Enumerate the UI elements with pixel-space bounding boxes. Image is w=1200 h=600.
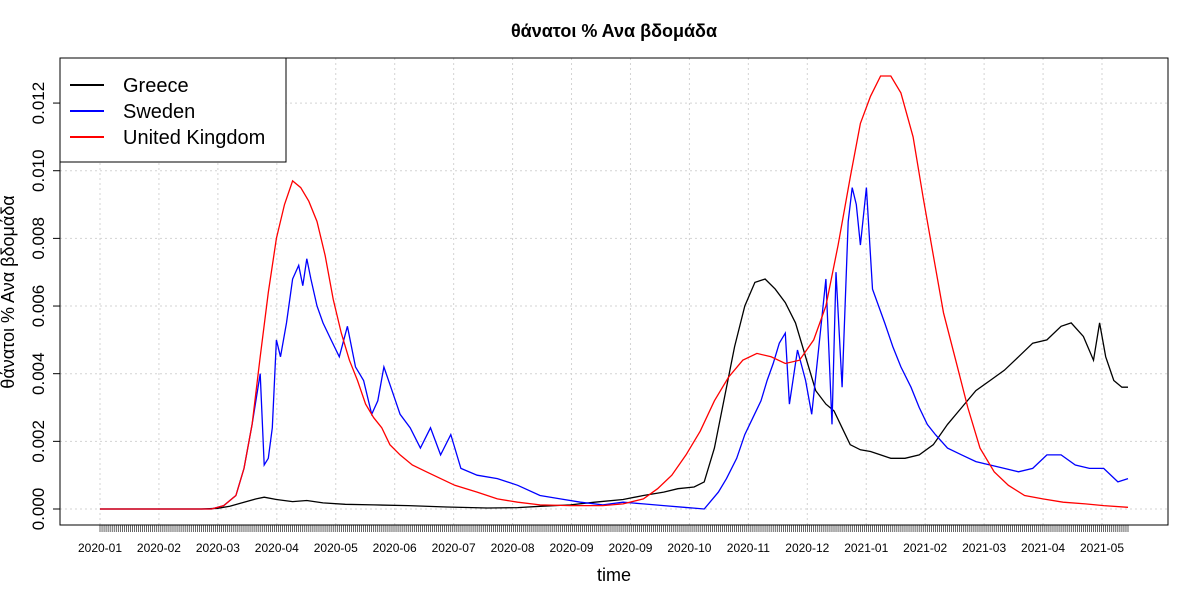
series-line-greece (100, 278, 1128, 510)
x-tick-label: 2020-01 (78, 541, 122, 555)
y-axis: 0.000 0.002 0.004 0.006 0.008 0.010 0.012 (29, 82, 60, 530)
y-tick-label: 0.000 (29, 488, 48, 531)
legend: Greece Sweden United Kingdom (59, 57, 287, 163)
legend-label: Greece (123, 75, 189, 97)
y-tick-label: 0.006 (29, 285, 48, 328)
chart-title: θάνατοι % Ανα βδομάδα (511, 21, 717, 41)
x-axis-title: time (597, 565, 631, 585)
legend-label: United Kingdom (123, 127, 265, 149)
y-tick-label: 0.004 (29, 352, 48, 395)
y-tick-label: 0.010 (29, 149, 48, 192)
x-tick-label: 2020-11 (727, 541, 770, 555)
legend-label: Sweden (123, 101, 195, 123)
x-axis: 2020-01 2020-02 2020-03 2020-04 2020-05 2020-… (78, 524, 1129, 555)
x-tick-label: 2020-05 (314, 541, 358, 555)
series-line-sweden (100, 187, 1129, 510)
x-tick-label: 2020-09 (550, 541, 594, 555)
x-tick-label: 2021-04 (1021, 541, 1065, 555)
y-axis-title: θάνατοι % Ανα βδομάδα (0, 195, 18, 388)
y-tick-label: 0.002 (29, 420, 48, 463)
x-tick-label: 2020-10 (667, 541, 711, 555)
x-tick-label: 2020-09 (608, 541, 652, 555)
x-tick-label: 2020-06 (373, 541, 417, 555)
x-tick-label: 2021-05 (1080, 541, 1124, 555)
series-layer (100, 75, 1129, 510)
x-tick-label: 2021-03 (962, 541, 1006, 555)
x-tick-label: 2020-02 (137, 541, 181, 555)
x-tick-label: 2021-02 (903, 541, 947, 555)
y-tick-label: 0.008 (29, 217, 48, 260)
x-tick-label: 2020-08 (491, 541, 535, 555)
x-tick-label: 2021-01 (844, 541, 888, 555)
x-tick-marks (99, 524, 1129, 532)
y-tick-label: 0.012 (29, 82, 48, 125)
x-tick-label: 2020-07 (432, 541, 476, 555)
x-tick-label: 2020-12 (785, 541, 829, 555)
x-tick-label: 2020-04 (255, 541, 299, 555)
series-line-united-kingdom (100, 75, 1129, 510)
x-tick-label: 2020-03 (196, 541, 240, 555)
